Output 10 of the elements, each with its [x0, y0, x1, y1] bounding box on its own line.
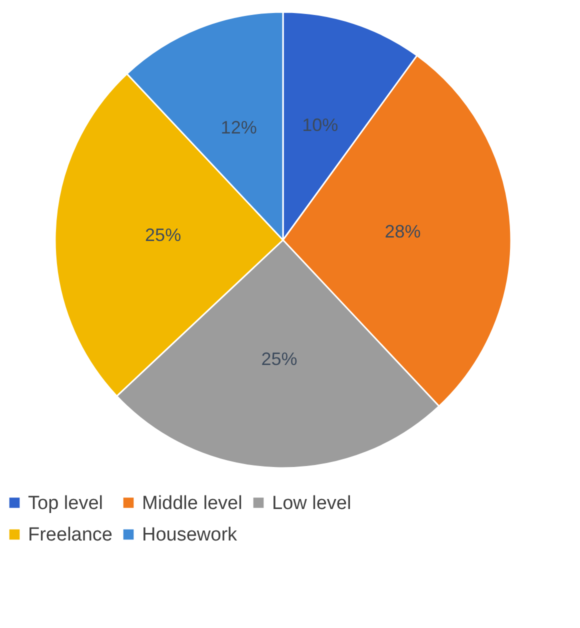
legend-label: Top level	[28, 492, 103, 514]
legend-label: Housework	[142, 524, 238, 546]
data-label: 28%	[384, 221, 421, 242]
legend-label: Freelance	[28, 524, 112, 546]
legend-label: Low level	[272, 492, 352, 514]
legend-label: Middle level	[142, 492, 242, 514]
data-label: 25%	[261, 348, 298, 369]
data-label: 12%	[220, 117, 257, 138]
data-label: 10%	[302, 114, 338, 135]
data-label: 25%	[145, 225, 182, 246]
